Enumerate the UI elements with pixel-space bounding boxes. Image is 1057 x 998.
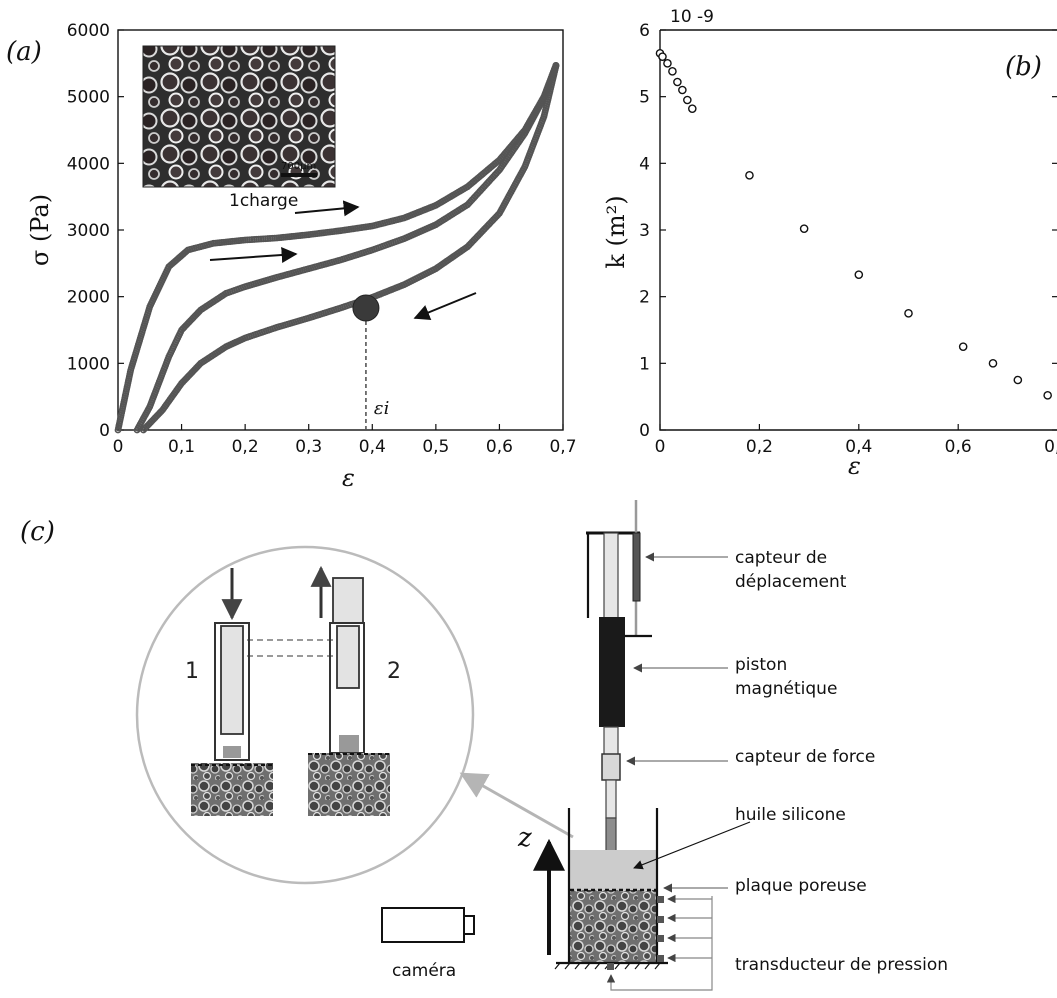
x-tick-label: 0,4 [359, 437, 386, 457]
plot-b-xlabel: ε [848, 452, 861, 480]
label-magnetic-piston: piston magnétique [735, 655, 837, 699]
label-silicone-oil: huile silicone [735, 805, 846, 825]
step-1-diagram [191, 622, 273, 816]
silicone-oil [570, 850, 656, 890]
y-tick-label: 0 [639, 421, 650, 441]
series-line [115, 62, 559, 431]
y-tick-label: 3000 [67, 221, 110, 241]
magnetic-piston [599, 617, 625, 727]
y-tick-label: 2000 [67, 288, 110, 308]
data-point [988, 359, 998, 368]
step-2-diagram [308, 577, 390, 816]
data-point [673, 77, 682, 87]
plot-a-ylabel: σ (Pa) [26, 194, 54, 266]
unloading-arrow [413, 292, 477, 320]
label-porous-plate: plaque poreuse [735, 876, 867, 896]
data-point [663, 59, 672, 68]
charge-annotation: 1charge [229, 191, 298, 211]
scale-bar-label: 700µm [281, 161, 316, 172]
plot-a-x-ticks: 0 0,1 0,2 0,3 0,4 0,5 0,6 0,7 [113, 424, 577, 457]
series-line [141, 62, 560, 432]
y-tick-label: 1 [639, 354, 650, 374]
panel-label-c: (c) [20, 517, 55, 547]
loading-arrow-1 [294, 200, 360, 217]
plot-b-series [655, 49, 1052, 400]
step-2-label: 2 [387, 659, 401, 684]
y-tick-label: 6000 [67, 21, 110, 41]
label-pressure-transducer: transducteur de pression [735, 955, 948, 975]
z-axis-label: z [517, 823, 532, 853]
plot-b: 0 0,2 0,4 0,6 0,8 0 1 2 3 4 5 6 10 -9 ε k (m²) [602, 7, 1057, 480]
plot-a: 0 0,1 0,2 0,3 0,4 0,5 0,6 0,7 0 1000 2000 3000 4000… [26, 21, 577, 492]
camera-icon [381, 907, 475, 943]
data-point [688, 104, 697, 113]
y-tick-label: 3 [639, 221, 650, 241]
x-tick-label: 0,6 [945, 437, 972, 457]
plot-a-series [114, 61, 560, 434]
zoom-circle: 1 2 [135, 545, 475, 885]
apparatus-labels: capteur de déplacement piston magnétique… [626, 548, 948, 975]
data-point [958, 342, 968, 351]
camera-label: caméra [392, 961, 456, 981]
y-tick-label: 4000 [67, 154, 110, 174]
label-force-sensor: capteur de force [735, 747, 875, 767]
x-tick-label: 0,2 [746, 437, 773, 457]
x-tick-label: 0,3 [295, 437, 322, 457]
series-line [134, 62, 559, 432]
data-point [1043, 391, 1052, 400]
plot-b-y-ticks: 0 1 2 3 4 5 6 [639, 21, 1057, 441]
data-point [683, 95, 692, 105]
y-tick-label: 0 [99, 421, 110, 441]
x-tick-label: 0,2 [232, 437, 259, 457]
data-point [799, 224, 809, 233]
plot-b-ylabel: k (m²) [602, 195, 630, 268]
porous-sample [570, 890, 656, 962]
plot-b-exponent: 10 -9 [670, 7, 714, 27]
panel-label-b: (b) [1005, 52, 1042, 82]
x-tick-label: 0,5 [422, 437, 449, 457]
y-tick-label: 2 [639, 288, 650, 308]
data-point [658, 52, 667, 61]
zoom-arrow [459, 772, 574, 839]
data-point [854, 270, 864, 279]
piston-rod-upper [603, 532, 619, 622]
plot-b-frame [659, 29, 1057, 431]
loading-arrow-2 [209, 247, 298, 263]
label-displacement-sensor-line1: capteur de déplacement [735, 548, 847, 592]
x-tick-label: 0 [655, 437, 666, 457]
apparatus: z [517, 500, 713, 991]
x-tick-label: 0,1 [168, 437, 195, 457]
step-1-label: 1 [185, 659, 199, 684]
plot-b-x-ticks: 0 0,2 0,4 0,6 0,8 [655, 424, 1057, 457]
displacement-sensor [632, 532, 641, 602]
epsilon-i-label: εi [374, 398, 389, 419]
panel-label-a: (a) [6, 37, 42, 67]
y-tick-label: 1000 [67, 354, 110, 374]
x-tick-label: 0 [113, 437, 124, 457]
x-tick-label: 0,7 [549, 437, 576, 457]
y-tick-label: 5 [639, 88, 650, 108]
data-point [678, 85, 687, 95]
data-point [1013, 375, 1023, 385]
y-tick-label: 5000 [67, 88, 110, 108]
data-point [745, 171, 754, 180]
y-tick-label: 6 [639, 21, 650, 41]
x-tick-label: 0,4 [845, 437, 872, 457]
x-tick-label: 0,8 [1044, 437, 1057, 457]
epsilon-i-marker [352, 294, 380, 322]
plot-a-xlabel: ε [342, 464, 355, 492]
data-point [904, 309, 913, 318]
x-tick-label: 0,6 [486, 437, 513, 457]
plot-a-y-ticks: 0 1000 2000 3000 4000 5000 6000 [67, 21, 124, 441]
data-point [668, 67, 677, 76]
foam-micrograph-inset: 700µm [142, 45, 336, 188]
y-tick-label: 4 [639, 154, 650, 174]
force-sensor [601, 753, 621, 781]
